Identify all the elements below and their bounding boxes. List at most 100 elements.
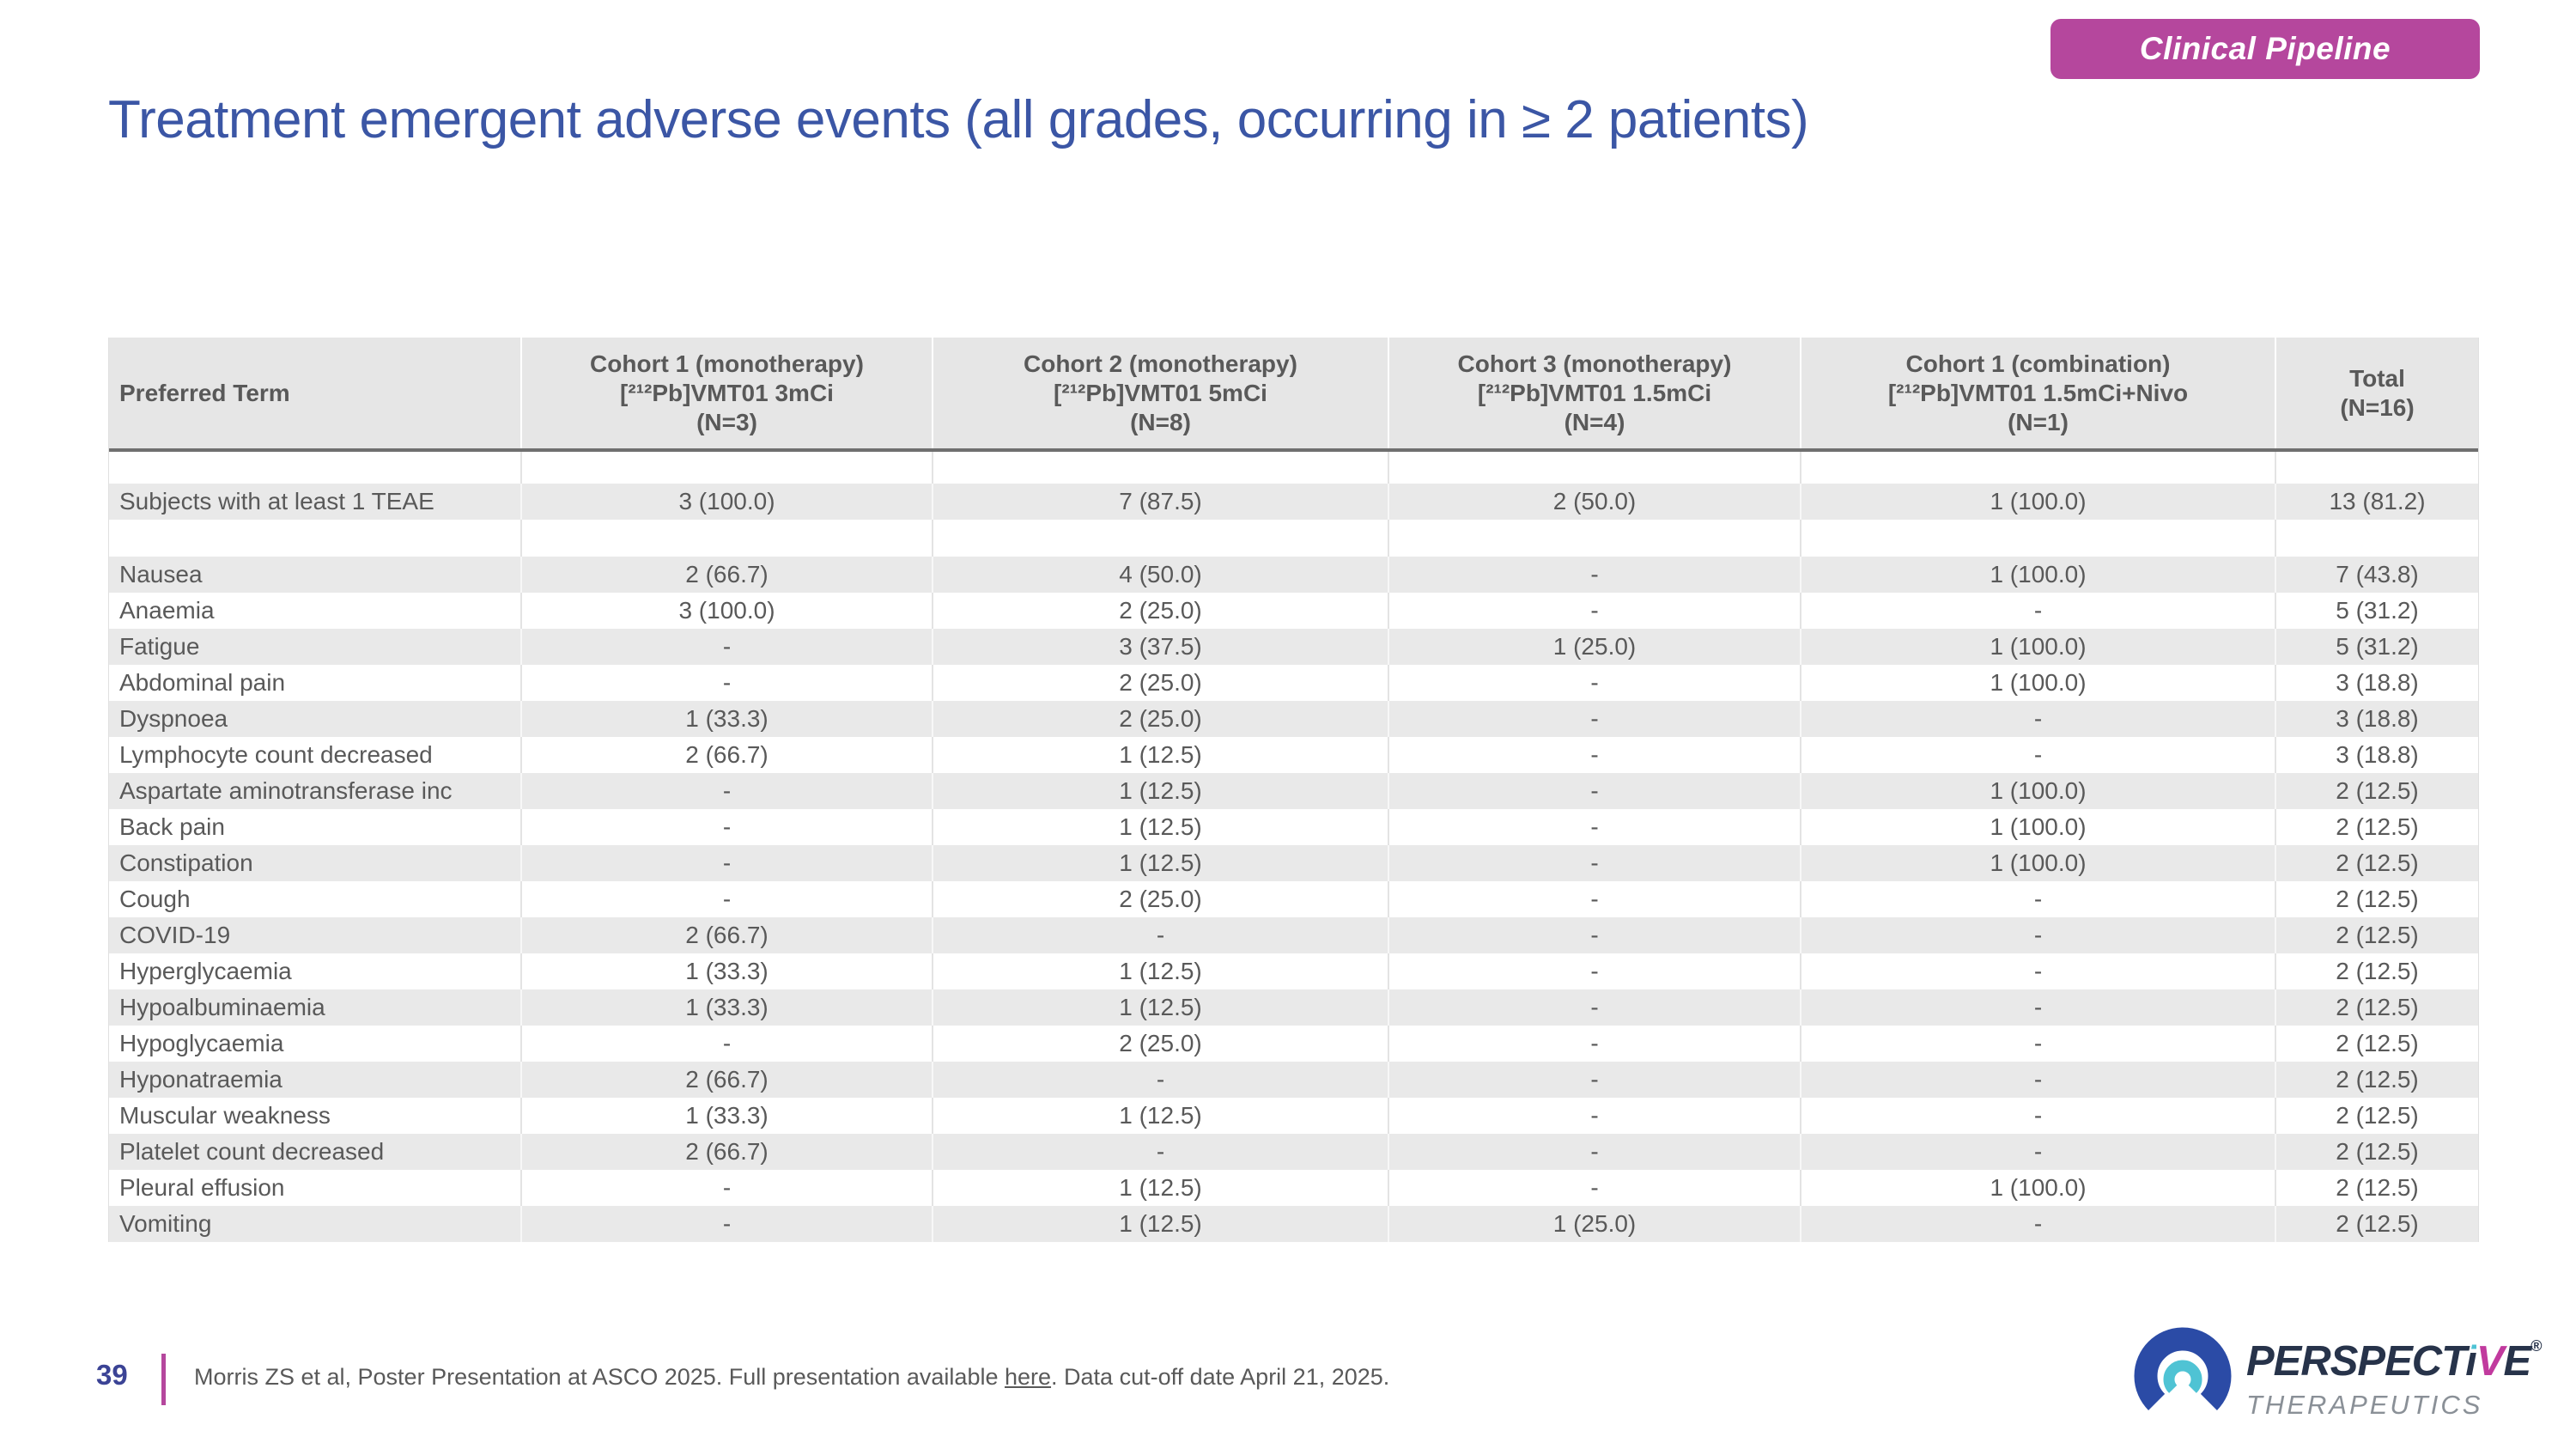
table-cell: 1 (33.3) [522,1098,933,1134]
table-cell: - [1389,557,1801,593]
table-cell [933,452,1389,484]
table-cell: Platelet count decreased [109,1134,522,1170]
table-cell: - [933,917,1389,953]
table-row: Platelet count decreased 2 (66.7) - - -2 (12… [109,1134,2478,1170]
table-cell: 3 (18.8) [2336,741,2419,768]
footer-here-link[interactable]: here [1004,1364,1052,1390]
table-cell: Back pain [109,809,522,845]
table-row: Constipation -1 (12.5) -1 (100.0) 2 (12.5) [109,845,2478,881]
table-cell: 2 (25.0) [933,881,1389,917]
table-cell: - [1801,1062,2276,1098]
table-header-cell: Cohort 1 (monotherapy) [²¹²Pb]VMT01 3mCi(… [522,338,933,448]
table-row: Lymphocyte count decreased 2 (66.7) 1 (12.… [109,737,2478,773]
table-header-cell: Total (N=16) [2340,364,2415,421]
table-cell: 1 (12.5) [933,1170,1389,1206]
table-cell: 1 (12.5) [933,953,1389,989]
table-cell: 1 (12.5) [933,737,1389,773]
table-cell: 2 (25.0) [933,593,1389,629]
table-cell: 2 (12.5) [2336,813,2419,840]
table-row: Hypoglycaemia -2 (25.0) - -2 (12.5) [109,1026,2478,1062]
table-cell: - [1801,989,2276,1026]
table-cell: - [933,1062,1389,1098]
table-cell: - [1389,881,1801,917]
table-cell: 2 (12.5) [2336,1210,2419,1237]
table-cell: Fatigue [109,629,522,665]
table-header-cell: Preferred Term [109,338,522,448]
table-cell: - [1801,593,2276,629]
table-cell: 1 (100.0) [1801,1170,2276,1206]
table-cell [2276,520,2478,557]
table-cell: - [522,881,933,917]
table-cell: 2 (66.7) [522,917,933,953]
table-cell: 3 (100.0) [522,593,933,629]
table-cell: - [522,1170,933,1206]
table-cell: 7 (87.5) [933,484,1389,520]
table-cell: 2 (66.7) [522,557,933,593]
table-cell: 1 (100.0) [1801,629,2276,665]
table-cell: - [1801,1026,2276,1062]
table-row: Hyponatraemia 2 (66.7) - - -2 (12.5) [109,1062,2478,1098]
table-cell: 2 (12.5) [2336,777,2419,804]
table-row: Aspartate aminotransferase inc -1 (12.5) -… [109,773,2478,809]
table-cell: - [1389,845,1801,881]
table-cell: 2 (25.0) [933,701,1389,737]
table-cell: 2 (66.7) [522,737,933,773]
table-header-cell: Cohort 3 (monotherapy) [²¹²Pb]VMT01 1.5mC… [1389,338,1801,448]
table-cell [933,520,1389,557]
perspective-logo-icon [2134,1327,2232,1410]
table-cell: 2 (66.7) [522,1062,933,1098]
table-cell: 3 (18.8) [2336,705,2419,732]
table-cell: - [522,629,933,665]
page-title: Treatment emergent adverse events (all g… [108,90,1809,149]
table-cell: 1 (12.5) [933,845,1389,881]
table-body: Subjects with at least 1 TEAE 3 (100.0) 7 … [109,452,2478,1242]
table-header-cell: Cohort 2 (monotherapy) [²¹²Pb]VMT01 5mCi(… [933,338,1389,448]
clinical-pipeline-badge: Clinical Pipeline [2050,19,2480,79]
table-cell [1389,452,1801,484]
table-cell: 5 (31.2) [2336,597,2419,624]
citation-text-before: Morris ZS et al, Poster Presentation at … [194,1364,1005,1390]
table-cell: 5 (31.2) [2336,633,2419,660]
table-cell: 1 (100.0) [1801,665,2276,701]
page-number: 39 [96,1359,128,1391]
table-cell: 1 (12.5) [933,989,1389,1026]
table-cell: - [1801,881,2276,917]
table-cell: 3 (100.0) [522,484,933,520]
table-cell: - [1801,1206,2276,1242]
table-cell: COVID-19 [109,917,522,953]
table-cell: 13 (81.2) [2329,488,2426,514]
footer-citation: Morris ZS et al, Poster Presentation at … [194,1364,1389,1391]
table-cell: - [1389,1062,1801,1098]
table-row: Nausea 2 (66.7) 4 (50.0) -1 (100.0) 7 (43.8) [109,557,2478,593]
table-cell: - [1389,1170,1801,1206]
table-cell: 2 (12.5) [2336,1102,2419,1129]
table-cell: 2 (25.0) [933,1026,1389,1062]
logo-word-e: E [2503,1338,2532,1385]
table-row: Subjects with at least 1 TEAE 3 (100.0) 7 … [109,484,2478,520]
table-cell: Dyspnoea [109,701,522,737]
table-cell: 2 (12.5) [2336,849,2419,876]
table-cell: Anaemia [109,593,522,629]
table-cell [522,452,933,484]
table-row [109,520,2478,557]
table-cell: - [1389,665,1801,701]
table-cell: 2 (12.5) [2336,1030,2419,1056]
table-cell: 2 (25.0) [933,665,1389,701]
table-cell: 1 (12.5) [933,773,1389,809]
table-cell: - [1389,917,1801,953]
table-cell: 2 (12.5) [2336,1066,2419,1093]
table-cell: 1 (12.5) [933,1206,1389,1242]
table-row: Cough -2 (25.0) - -2 (12.5) [109,881,2478,917]
table-cell: Cough [109,881,522,917]
badge-label: Clinical Pipeline [2139,31,2391,66]
table-row: Pleural effusion -1 (12.5) -1 (100.0) 2 (12… [109,1170,2478,1206]
table-cell: Lymphocyte count decreased [109,737,522,773]
table-cell: - [1389,737,1801,773]
table-row: Hyperglycaemia 1 (33.3) 1 (12.5) - -2 (12.5) [109,953,2478,989]
table-cell: Hyperglycaemia [109,953,522,989]
logo-word-i: i [2465,1338,2477,1385]
logo-text: PERSPECTiVE® THERAPEUTICS [2246,1338,2543,1421]
table-header-cell: Cohort 1 (combination) [²¹²Pb]VMT01 1.5mC… [1801,338,2276,448]
table-cell: 1 (100.0) [1801,557,2276,593]
